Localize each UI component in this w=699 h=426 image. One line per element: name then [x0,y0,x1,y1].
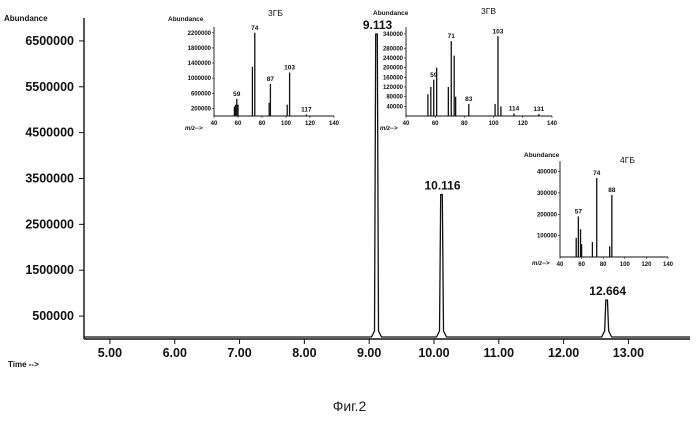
inset-y-tick-label: 80000 [386,95,403,101]
main-y-tick-label: 3500000 [25,172,74,186]
figure-caption: Фиг.2 [0,398,699,414]
main-x-tick-label: 5.00 [98,346,122,360]
inset-y-tick-label: 120000 [383,85,404,91]
inset-y-tick-label: 1400000 [188,61,212,67]
inset-y-tick-label: 240000 [383,56,404,62]
inset-x-tick-label: 80 [259,121,266,127]
inset-x-tick-label: 80 [461,121,468,127]
inset-y-tick-label: 280000 [383,46,404,52]
inset-peak-label: 59 [430,72,438,79]
main-peak-label: 9.113 [363,18,393,32]
inset-peak-label: 114 [509,106,520,113]
inset-peak-label: 117 [301,106,312,113]
main-x-tick-label: 9.00 [357,346,381,360]
main-peak-label: 10.116 [424,179,460,193]
main-x-tick-label: 6.00 [163,346,187,360]
mass-spectrum-inset-1: Abundance 3ГБ m/z--> 200000 600000 1000000 140… [168,8,340,132]
inset-y-tick-label: 200000 [383,66,404,72]
inset-x-tick-label: 40 [211,121,218,127]
mass-spectrum-inset-3: Abundance 4ГБ m/z--> 100000 200000 300000 4000… [524,152,674,268]
inset-x-tick-label: 40 [557,262,564,268]
inset-peak-label: 88 [608,187,616,194]
inset-y-tick-label: 200000 [537,212,558,218]
inset-peak-label: 103 [493,28,504,35]
inset-peak-label: 83 [465,96,473,103]
inset-x-tick-label: 140 [663,262,674,268]
inset-peak-label: 71 [448,33,456,40]
inset-peak-label: 59 [233,91,241,98]
inset-y-tick-label: 300000 [537,191,558,197]
inset-peak-label: 74 [251,25,259,32]
inset-x-tick-label: 120 [305,121,316,127]
inset-y-axis-label: Abundance [373,10,409,17]
inset-x-tick-label: 120 [641,262,652,268]
inset-y-tick-label: 600000 [191,91,212,97]
inset-y-tick-label: 40000 [386,104,403,110]
main-y-tick-label: 2500000 [25,217,74,231]
inset-y-tick-label: 200000 [191,106,212,112]
inset-title: 4ГБ [620,155,635,165]
main-x-tick-label: 11.00 [484,346,515,360]
inset-y-tick-label: 2200000 [188,31,212,37]
inset-title: 3ГВ [481,6,496,16]
inset-x-tick-label: 120 [518,121,529,127]
inset-y-tick-label: 400000 [537,170,558,176]
inset-y-tick-label: 160000 [383,75,404,81]
inset-x-tick-label: 100 [489,121,500,127]
main-peak-label: 12.664 [589,284,626,298]
main-y-tick-label: 6500000 [25,34,74,48]
inset-x-tick-label: 80 [600,262,607,268]
main-y-tick-label: 500000 [32,309,74,323]
inset-y-tick-label: 1800000 [188,46,212,52]
inset-y-axis-label: Abundance [168,16,204,23]
inset-peak-label: 87 [267,76,275,83]
main-x-tick-label: 8.00 [292,346,316,360]
inset-x-tick-label: 100 [620,262,631,268]
inset-x-tick-label: 140 [547,121,558,127]
main-x-tick-label: 13.00 [613,346,644,360]
main-y-tick-label: 5500000 [25,80,74,94]
main-x-tick-label: 7.00 [227,346,251,360]
inset-peak-label: 131 [533,106,544,113]
inset-x-tick-label: 140 [329,121,340,127]
inset-y-tick-label: 1000000 [188,76,212,82]
inset-y-tick-label: 100000 [537,234,558,240]
inset-peak-label: 57 [575,208,583,215]
inset-x-tick-label: 40 [403,121,410,127]
main-x-tick-label: 12.00 [548,346,579,360]
inset-peak-label: 103 [284,65,295,72]
main-x-tick-label: 10.00 [418,346,449,360]
inset-x-tick-label: 60 [578,262,585,268]
main-x-axis-label: Time --> [8,360,39,369]
main-y-tick-label: 1500000 [25,263,74,277]
inset-x-axis-label: m/z--> [532,261,550,267]
inset-x-axis-label: m/z--> [380,126,398,132]
inset-x-tick-label: 60 [432,121,439,127]
inset-x-tick-label: 100 [281,121,292,127]
mass-spectrum-inset-2: Abundance 3ГВ m/z--> 40000 80000 120000 160000… [373,6,558,132]
inset-y-tick-label: 340000 [383,32,404,38]
inset-peak-label: 74 [593,170,601,177]
inset-x-tick-label: 60 [235,121,242,127]
main-y-tick-label: 4500000 [25,126,74,140]
inset-y-axis-label: Abundance [524,152,560,159]
inset-title: 3ГБ [268,8,283,18]
main-chromatogram: Abundance Time --> 500000 1500000 2500000 3… [4,14,690,369]
main-y-axis-label: Abundance [4,14,48,23]
inset-x-axis-label: m/z--> [185,126,203,132]
